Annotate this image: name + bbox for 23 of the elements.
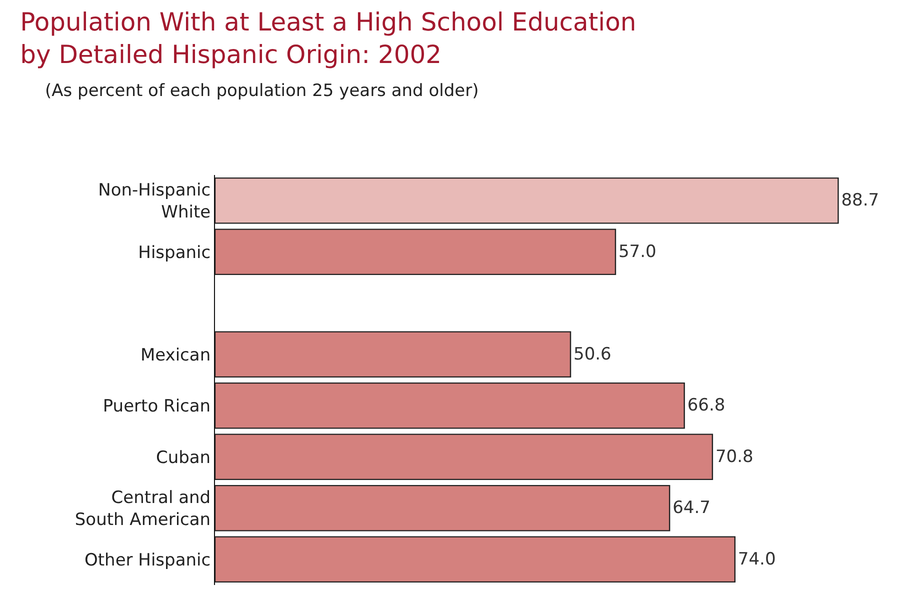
chart-title: Population With at Least a High School Education by Detailed Hispanic Origin: 2002	[20, 7, 636, 69]
y-tick-label: Other Hispanic	[84, 550, 211, 570]
bar	[215, 382, 685, 429]
data-label: 70.8	[715, 446, 754, 467]
y-tick-label: Hispanic	[138, 242, 211, 263]
y-tick-label: Puerto Rican	[102, 396, 211, 417]
bar	[215, 331, 572, 378]
data-label: 74.0	[738, 549, 776, 570]
data-label: 64.7	[672, 498, 710, 518]
bar	[215, 434, 714, 480]
bar	[215, 177, 839, 224]
data-label: 88.7	[841, 190, 880, 211]
bar	[215, 228, 616, 276]
data-label: 50.6	[574, 344, 612, 364]
y-tick-label: Cuban	[156, 448, 211, 468]
y-tick-label: Central and South American	[74, 488, 211, 530]
data-label: 66.8	[687, 396, 726, 416]
chart-subtitle: (As percent of each population 25 years and older)	[45, 81, 479, 101]
bar	[215, 536, 736, 583]
y-tick-label: Mexican	[140, 345, 211, 366]
bar	[215, 484, 670, 532]
data-label: 57.0	[618, 242, 656, 262]
y-tick-label: Non-Hispanic White	[98, 180, 211, 223]
